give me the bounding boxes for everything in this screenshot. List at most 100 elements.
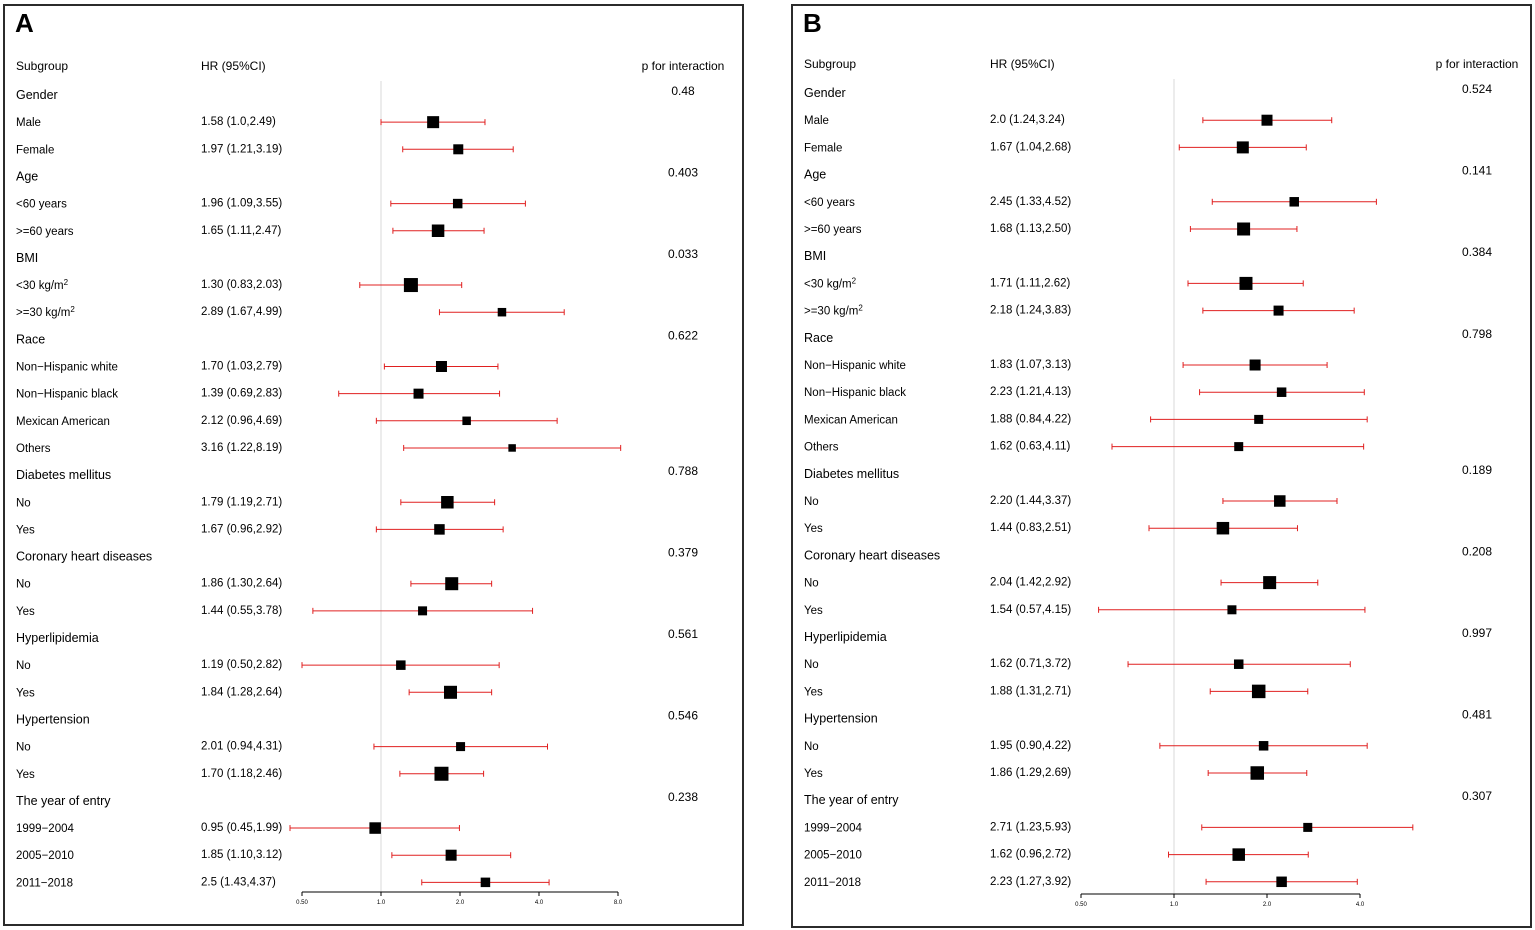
hr-point-marker <box>435 361 447 372</box>
hr-point-marker <box>1289 197 1299 207</box>
subgroup-label: Female <box>804 142 842 154</box>
hr-point-marker <box>1227 605 1237 615</box>
subgroup-label: 2011−2018 <box>804 877 861 889</box>
group-label: Race <box>804 331 833 345</box>
hr-ci-text: 2.18 (1.24,3.83) <box>990 305 1071 317</box>
group-label: Hyperlipidemia <box>16 631 99 645</box>
hr-ci-text: 1.44 (0.83,2.51) <box>990 522 1071 534</box>
subgroup-label: Non−Hispanic black <box>16 389 118 401</box>
hr-ci-text: 1.30 (0.83,2.03) <box>201 279 282 291</box>
subgroup-label: No <box>16 497 31 509</box>
hr-point-marker <box>431 224 445 237</box>
hr-ci-text: 1.83 (1.07,3.13) <box>990 359 1071 371</box>
hr-ci-text: 1.68 (1.13,2.50) <box>990 223 1071 235</box>
p-interaction-value: 0.307 <box>1462 789 1492 803</box>
subgroup-label: Mexican American <box>804 414 898 426</box>
group-label: Hyperlipidemia <box>804 630 887 644</box>
subgroup-label: No <box>804 578 819 590</box>
hr-ci-text: 1.88 (0.84,4.22) <box>990 413 1071 425</box>
p-interaction-value: 0.997 <box>1462 626 1492 640</box>
hr-ci-text: 2.12 (0.96,4.69) <box>201 415 282 427</box>
x-tick-label: 2.0 <box>456 900 465 906</box>
p-interaction-value: 0.481 <box>1462 708 1492 722</box>
x-tick-label: 8.0 <box>614 900 623 906</box>
hr-ci-text: 1.65 (1.11,2.47) <box>201 225 282 237</box>
hr-ci-text: 1.58 (1.0,2.49) <box>201 116 276 128</box>
hr-point-marker <box>1263 576 1277 590</box>
subgroup-label: Non−Hispanic white <box>16 362 118 374</box>
subgroup-label: No <box>16 579 31 591</box>
panel-label: A <box>15 8 34 38</box>
hr-ci-text: 1.88 (1.31,2.71) <box>990 685 1071 697</box>
p-interaction-value: 0.561 <box>668 627 698 641</box>
subgroup-label: No <box>804 659 819 671</box>
p-interaction-value: 0.384 <box>1462 245 1492 259</box>
p-interaction-value: 0.189 <box>1462 463 1492 477</box>
hr-ci-text: 1.86 (1.29,2.69) <box>990 767 1071 779</box>
subgroup-label: <30 kg/m2 <box>804 276 857 290</box>
hr-point-marker <box>1237 222 1251 236</box>
hr-point-marker <box>1303 822 1313 832</box>
hr-point-marker <box>418 606 428 616</box>
hr-point-marker <box>480 877 491 888</box>
hr-ci-text: 2.89 (1.67,4.99) <box>201 306 282 318</box>
x-tick-label: 0.50 <box>296 900 308 906</box>
hr-ci-text: 2.04 (1.42,2.92) <box>990 577 1071 589</box>
subgroup-label: Others <box>16 443 51 455</box>
p-interaction-value: 0.403 <box>668 165 698 179</box>
subgroup-label: Yes <box>804 605 823 617</box>
subgroup-label: Yes <box>16 524 35 536</box>
header-hr: HR (95%CI) <box>990 57 1055 71</box>
hr-ci-text: 1.19 (0.50,2.82) <box>201 659 282 671</box>
forest-plot-a-svg: Subgroup HR (95%CI) p for interaction Gende… <box>16 59 725 906</box>
subgroup-label: 1999−2004 <box>804 822 862 834</box>
group-label: Gender <box>804 86 846 100</box>
hr-ci-text: 1.70 (1.03,2.79) <box>201 361 282 373</box>
hr-ci-text: 1.97 (1.21,3.19) <box>201 143 282 155</box>
hr-point-marker <box>1232 848 1245 861</box>
group-label: The year of entry <box>804 793 899 807</box>
hr-point-marker <box>1239 276 1253 290</box>
hr-ci-text: 1.71 (1.11,2.62) <box>990 277 1071 289</box>
subgroup-label: 2005−2010 <box>16 850 74 862</box>
hr-point-marker <box>434 524 445 535</box>
hr-ci-text: 2.23 (1.21,4.13) <box>990 386 1071 398</box>
hr-ci-text: 2.01 (0.94,4.31) <box>201 741 282 753</box>
hr-ci-text: 1.70 (1.18,2.46) <box>201 768 282 780</box>
x-tick-label: 4.0 <box>1356 902 1365 908</box>
p-interaction-value: 0.48 <box>671 84 695 98</box>
subgroup-label: No <box>16 742 31 754</box>
hr-point-marker <box>443 685 457 699</box>
hr-ci-text: 1.67 (1.04,2.68) <box>990 141 1071 153</box>
header-p-interaction: p for interaction <box>642 59 725 73</box>
hr-point-marker <box>1276 876 1287 888</box>
subgroup-label: 1999−2004 <box>16 823 74 835</box>
hr-ci-text: 2.0 (1.24,3.24) <box>990 114 1065 126</box>
hr-point-marker <box>445 577 459 591</box>
hr-point-marker <box>1216 521 1230 535</box>
hr-ci-text: 2.45 (1.33,4.52) <box>990 196 1071 208</box>
p-interaction-value: 0.788 <box>668 464 698 478</box>
superscript: 2 <box>858 304 863 313</box>
p-interaction-value: 0.238 <box>668 790 698 804</box>
hr-point-marker <box>453 144 464 155</box>
p-interaction-value: 0.524 <box>1462 82 1492 96</box>
header-subgroup: Subgroup <box>804 57 856 71</box>
hr-point-marker <box>369 822 381 834</box>
hr-point-marker <box>1236 141 1249 154</box>
x-tick-label: 2.0 <box>1263 902 1272 908</box>
superscript: 2 <box>852 276 857 285</box>
x-tick-label: 1.0 <box>1170 902 1179 908</box>
hr-ci-text: 1.85 (1.10,3.12) <box>201 849 282 861</box>
header-hr: HR (95%CI) <box>201 59 266 73</box>
hr-point-marker <box>1233 659 1244 669</box>
subgroup-label: Yes <box>16 687 35 699</box>
subgroup-label: >=30 kg/m2 <box>804 304 863 318</box>
subgroup-label: 2005−2010 <box>804 850 862 862</box>
hr-ci-text: 1.39 (0.69,2.83) <box>201 388 282 400</box>
hr-point-marker <box>1249 359 1261 371</box>
group-label: Diabetes mellitus <box>16 468 111 482</box>
subgroup-label: Yes <box>804 686 823 698</box>
subgroup-label: Non−Hispanic black <box>804 387 906 399</box>
hr-point-marker <box>396 660 406 670</box>
